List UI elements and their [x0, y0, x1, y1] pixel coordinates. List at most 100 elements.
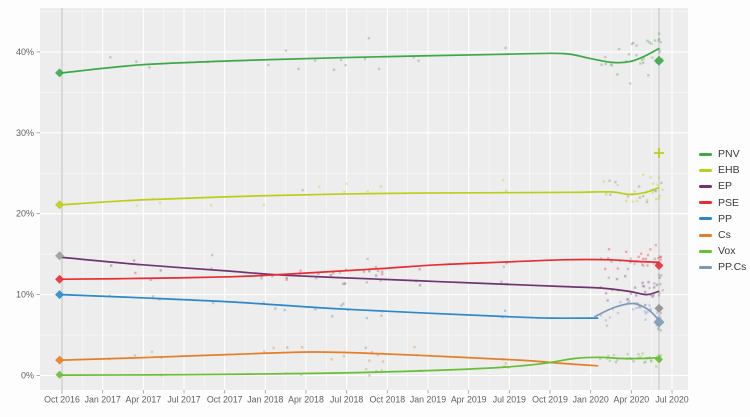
poll-point-EHB: [658, 194, 661, 198]
poll-point-PP.Cs: [608, 316, 612, 319]
poll-point-Cs: [368, 359, 371, 362]
poll-point-EHB: [608, 179, 611, 182]
poll-point-PP.Cs: [658, 314, 661, 317]
poll-point-PNV: [339, 58, 343, 62]
poll-point-Cs: [330, 358, 333, 361]
poll-point-PSE: [633, 262, 636, 265]
poll-point-PSE: [659, 255, 663, 259]
poll-point-Vox: [644, 360, 647, 363]
legend-swatch-pnv: [699, 152, 712, 156]
result-marker-PP.Cs: [653, 316, 665, 328]
legend-label: PNV: [718, 148, 740, 161]
legend-label: EP: [718, 180, 733, 193]
x-tick-label: Apr 2018: [288, 395, 324, 405]
poll-point-Cs: [381, 360, 385, 363]
poll-point-PNV: [642, 61, 645, 65]
poll-point-PSE: [616, 267, 620, 270]
poll-point-PP.Cs: [659, 311, 663, 315]
poll-point-Vox: [375, 370, 378, 373]
axis-ticks: [36, 51, 673, 394]
poll-point-EHB: [501, 179, 505, 182]
poll-point-PP: [151, 295, 155, 298]
poll-point-PP: [274, 307, 277, 310]
legend-swatch-ehb: [699, 168, 712, 172]
poll-point-PNV: [659, 40, 662, 44]
poll-point-EP: [342, 282, 345, 285]
poll-point-PNV: [377, 67, 381, 71]
poll-point-PNV: [630, 42, 634, 46]
trend-lines: [61, 47, 660, 376]
trend-line-PP.Cs: [594, 302, 660, 321]
poll-point-EP: [368, 270, 371, 273]
poll-point-EP: [641, 281, 644, 285]
poll-point-Vox: [614, 360, 618, 364]
result-marker-PNV: [55, 68, 65, 78]
poll-point-PSE: [210, 267, 213, 270]
poll-point-EP: [629, 292, 633, 295]
result-marker-Vox: [55, 370, 64, 379]
poll-point-PSE: [149, 278, 152, 281]
poll-point-PSE: [610, 260, 613, 263]
poll-point-Vox: [658, 354, 661, 357]
poll-point-PSE: [629, 257, 632, 260]
poll-point-EHB: [604, 193, 608, 196]
x-axis-labels: Oct 2016 Jan 2017 Apr 2017 Jul 2017 Oct 2017…: [44, 395, 689, 405]
poll-point-PP.Cs: [637, 306, 640, 309]
poll-point-EHB: [379, 185, 383, 188]
poll-point-PP.Cs: [644, 318, 647, 321]
poll-point-PSE: [331, 272, 335, 275]
legend-item-pnv: PNV: [699, 146, 746, 162]
poll-point-PSE: [637, 255, 640, 258]
poll-point-PSE: [654, 244, 657, 247]
poll-point-Vox: [380, 369, 384, 372]
poll-point-PSE: [374, 265, 377, 269]
poll-point-PSE: [366, 257, 369, 261]
poll-point-EP: [626, 298, 630, 301]
legend-label: Vox: [718, 245, 736, 258]
poll-point-PP: [340, 304, 343, 307]
trend-line-Cs: [61, 351, 599, 367]
x-tick-label: Oct 2018: [369, 395, 405, 405]
poll-point-EP: [159, 269, 162, 272]
poll-point-PNV: [604, 55, 607, 59]
poll-point-PP.Cs: [625, 298, 629, 301]
poll-point-EHB: [641, 173, 645, 176]
poll-point-Vox: [598, 357, 602, 361]
poll-point-PSE: [502, 265, 506, 268]
poll-point-PP.Cs: [643, 310, 647, 313]
poll-point-PNV: [658, 48, 661, 51]
poll-point-PNV: [313, 59, 317, 62]
poll-point-Cs: [370, 351, 373, 354]
poll-point-PP: [262, 301, 265, 304]
poll-point-PSE: [658, 255, 662, 258]
legend-swatch-ppcs: [699, 265, 712, 269]
poll-point-EP: [658, 291, 661, 295]
poll-point-EHB: [366, 189, 369, 193]
poll-point-PSE: [641, 257, 645, 261]
poll-point-PSE: [271, 274, 274, 278]
poll-point-EHB: [653, 189, 656, 192]
x-tick-label: Apr 2017: [125, 395, 161, 405]
poll-point-PP.Cs: [605, 324, 609, 327]
x-tick-label: Jul 2019: [493, 395, 526, 405]
poll-point-EP: [642, 285, 646, 288]
poll-point-PNV: [651, 56, 654, 59]
legend-swatch-ep: [699, 184, 712, 188]
poll-point-EHB: [609, 193, 612, 196]
legend-item-ppcs: PP.Cs: [699, 259, 746, 275]
poll-point-EP: [615, 277, 619, 281]
poll-point-PP.Cs: [657, 328, 660, 331]
poll-point-EHB: [649, 176, 652, 179]
poll-point-EHB: [651, 182, 654, 185]
legend-label: PP.Cs: [718, 261, 747, 274]
legend-label: EHB: [718, 164, 740, 177]
poll-point-EP: [653, 282, 656, 285]
poll-point-EP: [658, 276, 661, 279]
poll-point-PSE: [641, 263, 644, 266]
poll-point-EP: [500, 280, 503, 284]
poll-point-EHB: [262, 203, 266, 206]
poll-point-EP: [653, 286, 656, 289]
x-tick-label: Jul 2017: [167, 395, 200, 405]
poll-point-Vox: [607, 354, 610, 358]
poll-point-EHB: [641, 195, 645, 198]
